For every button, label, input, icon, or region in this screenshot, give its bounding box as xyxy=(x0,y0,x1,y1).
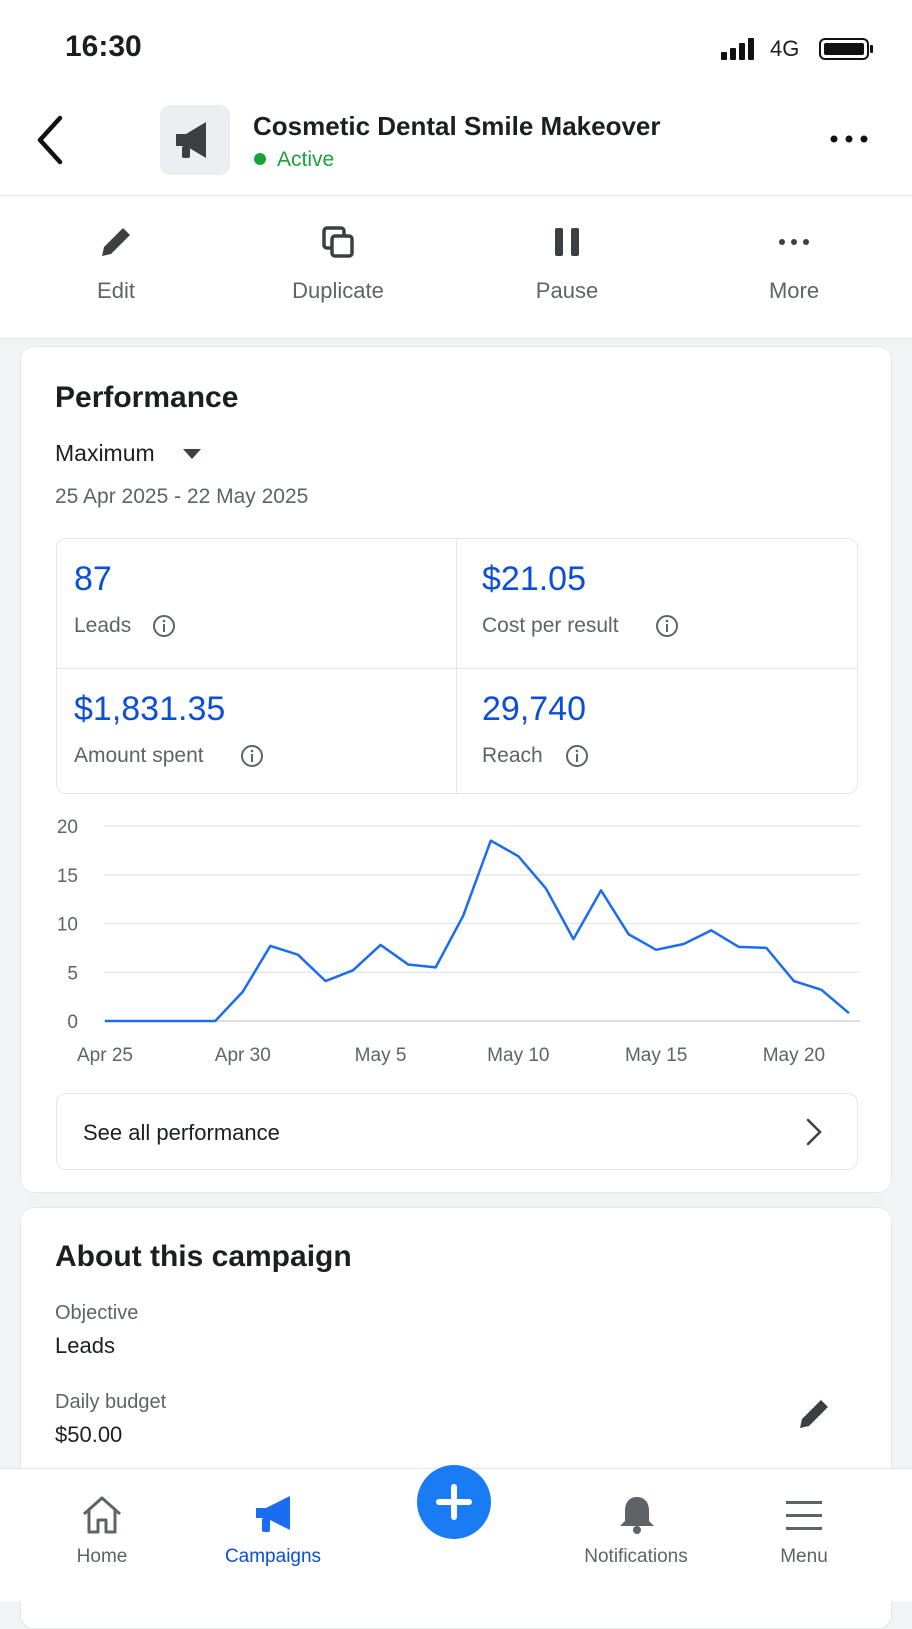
back-button[interactable] xyxy=(30,112,70,168)
clock: 16:30 xyxy=(65,30,142,63)
y-tick-label: 20 xyxy=(57,817,78,838)
metric-value: 87 xyxy=(74,560,112,598)
metric-value: $21.05 xyxy=(482,560,586,598)
line-series xyxy=(105,839,850,1023)
nav-label[interactable]: Menu xyxy=(780,1546,828,1567)
notifications-icon[interactable] xyxy=(616,1494,658,1536)
field-label: Daily budget xyxy=(55,1391,167,1413)
edit-icon[interactable] xyxy=(96,222,136,262)
nav-label[interactable]: Notifications xyxy=(584,1546,688,1567)
y-tick-label: 15 xyxy=(57,866,78,887)
x-tick-label: May 20 xyxy=(763,1045,825,1066)
metric-label: Cost per result xyxy=(482,614,619,637)
chevron[interactable] xyxy=(802,1116,826,1148)
metric-value: 29,740 xyxy=(482,690,586,728)
section-title: About this campaign xyxy=(55,1240,352,1273)
metric-value: $1,831.35 xyxy=(74,690,226,728)
caret[interactable] xyxy=(182,448,202,460)
edit-budget[interactable] xyxy=(794,1394,834,1434)
home-icon[interactable] xyxy=(80,1494,124,1536)
info-icon[interactable] xyxy=(152,614,176,638)
action-label[interactable]: More xyxy=(768,278,820,303)
action-label[interactable]: Pause xyxy=(535,278,599,303)
more-icon[interactable] xyxy=(774,232,814,252)
field-label: Objective xyxy=(55,1302,139,1324)
metrics-box xyxy=(56,538,858,794)
top-panel xyxy=(0,0,912,339)
divider xyxy=(0,195,912,196)
x-tick-label: Apr 30 xyxy=(215,1045,271,1066)
date-range: 25 Apr 2025 - 22 May 2025 xyxy=(55,485,309,508)
campaigns-icon[interactable] xyxy=(252,1494,296,1536)
x-tick-label: May 5 xyxy=(355,1045,407,1066)
x-tick-label: May 10 xyxy=(487,1045,549,1066)
info-icon[interactable] xyxy=(655,614,679,638)
metric-label: Reach xyxy=(482,744,543,767)
field-value: Leads xyxy=(55,1333,115,1358)
duplicate-icon[interactable] xyxy=(318,222,358,262)
y-tick-label: 0 xyxy=(67,1012,78,1033)
section-title: Performance xyxy=(55,381,239,414)
divider xyxy=(56,668,857,669)
action-label[interactable]: Duplicate xyxy=(292,278,384,303)
range-selector[interactable]: Maximum xyxy=(55,440,155,466)
create-button[interactable] xyxy=(416,1464,492,1540)
y-tick-label: 5 xyxy=(67,963,78,984)
menu-icon[interactable] xyxy=(784,1498,824,1534)
info-icon[interactable] xyxy=(240,744,264,768)
metric-label: Leads xyxy=(74,614,132,637)
info-icon[interactable] xyxy=(565,744,589,768)
nav-label[interactable]: Home xyxy=(76,1546,128,1567)
nav-label[interactable]: Campaigns xyxy=(224,1546,322,1567)
action-label[interactable]: Edit xyxy=(97,278,135,303)
campaign-status: Active xyxy=(277,148,335,171)
metric-label: Amount spent xyxy=(74,744,204,767)
pause-icon[interactable] xyxy=(547,222,587,262)
divider xyxy=(456,538,457,793)
field-value: $50.00 xyxy=(55,1422,123,1447)
status-dot xyxy=(254,153,266,165)
y-tick-label: 10 xyxy=(57,915,78,936)
campaign-title: Cosmetic Dental Smile Makeover xyxy=(253,111,661,141)
see-all-button[interactable] xyxy=(56,1093,858,1170)
x-tick-label: Apr 25 xyxy=(77,1045,133,1066)
chart: 0 5 10 15 20 Apr 25 Apr 30 May 5 May 10 May 15 May… xyxy=(57,817,860,1066)
see-all-label[interactable]: See all performance xyxy=(83,1120,280,1145)
x-tick-label: May 15 xyxy=(625,1045,687,1066)
more-menu[interactable] xyxy=(828,130,872,148)
network: 4G xyxy=(770,36,800,61)
status-icons xyxy=(721,38,873,60)
campaign-icon xyxy=(160,105,230,175)
